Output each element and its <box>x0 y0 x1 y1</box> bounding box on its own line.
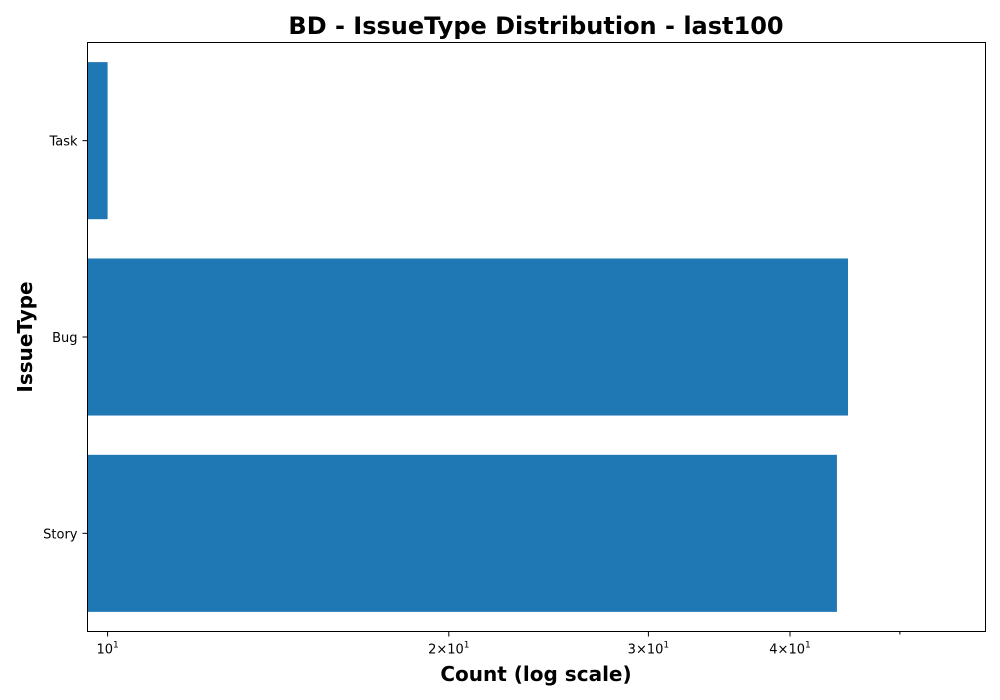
y-tick-label: Bug <box>52 331 77 346</box>
x-tick-label: 2×101 <box>428 641 469 658</box>
x-axis-label: Count (log scale) <box>440 662 631 686</box>
bar-bug <box>87 258 849 416</box>
x-tick-label: 3×101 <box>628 641 669 658</box>
y-tick-label: Task <box>48 135 78 150</box>
y-axis-label: IssueType <box>13 281 37 392</box>
chart-title: BD - IssueType Distribution - last100 <box>288 12 783 40</box>
bar-task <box>87 62 108 220</box>
x-axis: 101 2×101 3×101 4×101 <box>96 631 901 658</box>
x-tick-label: 101 <box>96 641 118 658</box>
bars-group <box>87 62 849 612</box>
y-axis: Story Bug Task <box>43 135 88 542</box>
x-tick-label: 4×101 <box>769 641 810 658</box>
y-tick-label: Story <box>43 527 78 542</box>
bar-story <box>87 454 837 612</box>
